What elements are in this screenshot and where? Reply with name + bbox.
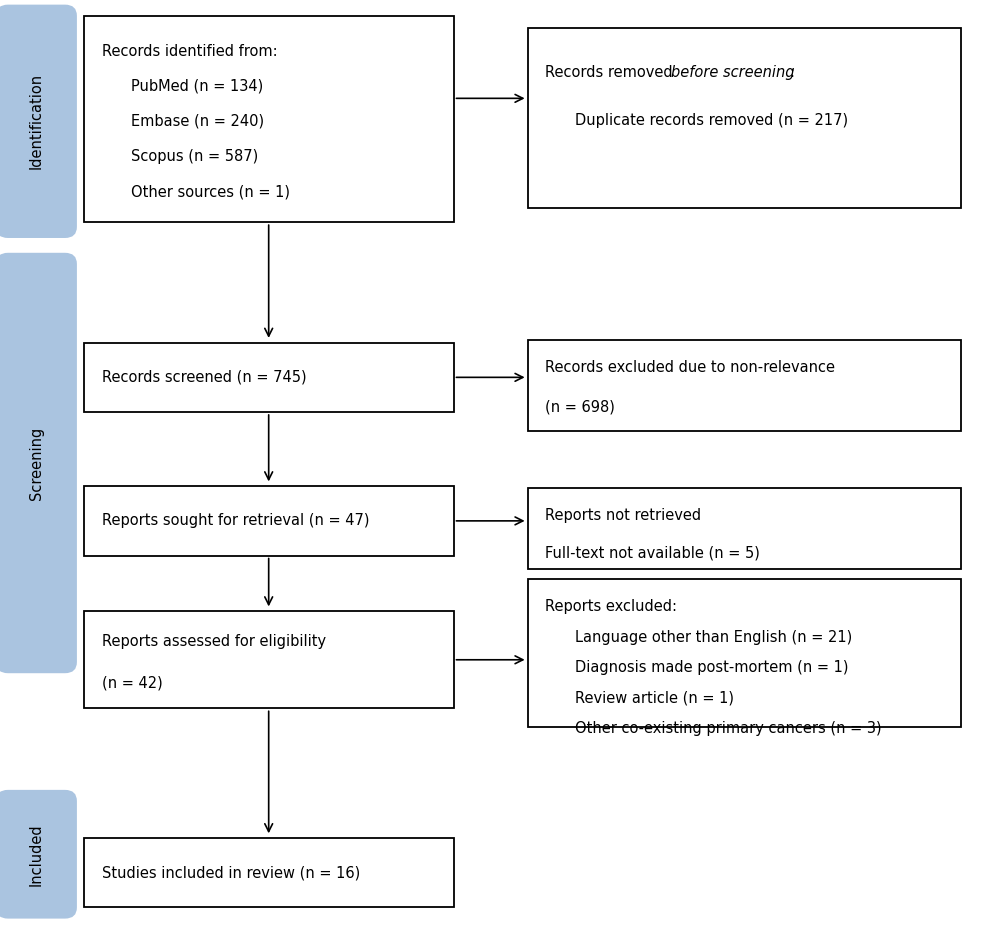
Text: Scopus (n = 587): Scopus (n = 587) [131, 149, 258, 164]
Bar [84, 838, 454, 907]
Text: Records identified from:: Records identified from: [102, 44, 277, 58]
Text: Records excluded due to non-relevance: Records excluded due to non-relevance [545, 360, 835, 375]
Bar [528, 488, 961, 569]
Text: Identification: Identification [29, 73, 44, 169]
Bar [528, 28, 961, 208]
Text: Reports assessed for eligibility: Reports assessed for eligibility [102, 634, 325, 649]
Text: Diagnosis made post-mortem (n = 1): Diagnosis made post-mortem (n = 1) [575, 660, 848, 675]
Text: Records removed: Records removed [545, 65, 677, 80]
Text: Screening: Screening [29, 426, 44, 500]
Text: Full-text not available (n = 5): Full-text not available (n = 5) [545, 545, 760, 560]
Bar [84, 343, 454, 412]
Bar [528, 340, 961, 431]
Bar [84, 16, 454, 222]
Text: before screening: before screening [671, 65, 795, 80]
Text: Included: Included [29, 823, 44, 885]
Text: :: : [789, 65, 794, 80]
Text: Records screened (n = 745): Records screened (n = 745) [102, 369, 307, 385]
Bar [84, 486, 454, 556]
Bar [84, 611, 454, 708]
Text: Duplicate records removed (n = 217): Duplicate records removed (n = 217) [575, 113, 848, 128]
Text: Language other than English (n = 21): Language other than English (n = 21) [575, 630, 852, 644]
Bar [528, 579, 961, 727]
Text: Embase (n = 240): Embase (n = 240) [131, 114, 264, 129]
FancyBboxPatch shape [0, 253, 77, 673]
FancyBboxPatch shape [0, 790, 77, 919]
Text: Other co-existing primary cancers (n = 3): Other co-existing primary cancers (n = 3… [575, 721, 881, 736]
FancyBboxPatch shape [0, 5, 77, 238]
Text: Review article (n = 1): Review article (n = 1) [575, 691, 734, 706]
Text: (n = 698): (n = 698) [545, 399, 615, 414]
Text: Reports not retrieved: Reports not retrieved [545, 508, 701, 523]
Text: Other sources (n = 1): Other sources (n = 1) [131, 184, 290, 199]
Text: Reports excluded:: Reports excluded: [545, 599, 677, 614]
Text: (n = 42): (n = 42) [102, 676, 163, 691]
Text: PubMed (n = 134): PubMed (n = 134) [131, 79, 263, 94]
Text: Studies included in review (n = 16): Studies included in review (n = 16) [102, 865, 360, 881]
Text: Reports sought for retrieval (n = 47): Reports sought for retrieval (n = 47) [102, 513, 369, 529]
